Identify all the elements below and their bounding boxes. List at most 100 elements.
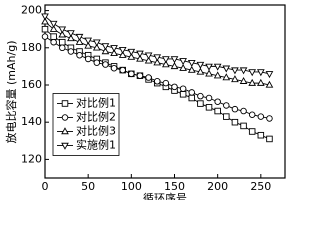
marker: [75, 37, 84, 45]
marker: [136, 72, 144, 79]
marker: [170, 62, 179, 70]
marker: [92, 39, 101, 47]
plot-frame: [44, 4, 286, 179]
marker: [231, 67, 239, 75]
marker: [92, 43, 101, 51]
marker: [248, 111, 256, 119]
marker: [214, 98, 221, 105]
marker: [265, 71, 274, 79]
x-tick-label: 250: [250, 180, 271, 193]
marker: [58, 30, 67, 38]
marker: [93, 59, 101, 66]
marker: [75, 33, 84, 41]
marker: [128, 70, 135, 78]
marker: [231, 118, 239, 126]
marker: [222, 73, 231, 81]
marker: [119, 66, 126, 74]
legend-marker: [61, 114, 69, 121]
marker: [49, 20, 58, 28]
marker: [205, 94, 213, 102]
marker: [196, 61, 205, 69]
marker: [205, 69, 213, 77]
x-tick-label: 150: [164, 180, 185, 193]
marker: [170, 56, 179, 64]
marker: [144, 52, 153, 60]
marker: [41, 17, 49, 25]
marker: [187, 59, 196, 67]
marker: [179, 91, 187, 98]
marker: [102, 61, 109, 68]
marker: [171, 83, 178, 91]
y-tick-label: 200: [21, 4, 42, 17]
marker: [266, 135, 273, 143]
marker: [153, 58, 162, 66]
marker: [67, 34, 75, 42]
marker: [223, 113, 230, 120]
marker: [197, 100, 204, 107]
marker: [127, 48, 136, 56]
marker: [76, 51, 83, 59]
marker: [248, 78, 257, 86]
marker: [222, 65, 231, 73]
legend-marker: [61, 100, 69, 107]
x-tick-label: 0: [42, 180, 49, 193]
marker: [59, 38, 66, 46]
marker: [266, 115, 273, 122]
marker: [50, 33, 57, 40]
marker: [162, 60, 170, 68]
marker: [118, 50, 127, 58]
marker: [265, 80, 274, 88]
marker: [110, 64, 118, 72]
legend-label: 对比例1: [76, 96, 116, 110]
legend-label: 实施例1: [76, 138, 116, 152]
marker: [41, 13, 49, 21]
marker: [110, 49, 118, 57]
y-tick-label: 180: [21, 41, 42, 54]
marker: [67, 30, 75, 38]
marker: [205, 104, 213, 111]
marker: [205, 63, 213, 71]
marker: [162, 56, 170, 64]
y-tick-label: 160: [21, 78, 42, 91]
marker: [213, 63, 222, 71]
marker: [188, 89, 196, 96]
marker: [257, 113, 265, 120]
marker: [231, 105, 239, 113]
marker: [110, 45, 118, 53]
marker: [179, 63, 187, 71]
marker: [118, 46, 127, 54]
marker: [256, 78, 265, 86]
marker: [214, 107, 221, 115]
marker: [84, 37, 93, 45]
marker: [153, 54, 162, 62]
marker: [41, 25, 49, 33]
marker: [248, 69, 257, 77]
marker: [153, 78, 161, 85]
marker: [127, 52, 136, 60]
marker: [257, 131, 265, 139]
marker: [144, 56, 153, 64]
marker: [240, 122, 247, 130]
legend-label: 对比例2: [76, 110, 116, 124]
marker: [58, 26, 67, 34]
marker: [213, 71, 222, 79]
page: {"chart_data": {"type": "line", "x_label…: [4, 3, 286, 205]
marker: [179, 58, 187, 66]
y-tick-label: 140: [21, 115, 42, 128]
marker: [256, 69, 265, 77]
marker: [49, 24, 58, 32]
marker: [248, 128, 256, 135]
legend-marker: [61, 142, 69, 150]
marker: [41, 33, 49, 40]
marker: [84, 55, 92, 63]
marker: [101, 43, 110, 51]
legend-label: 对比例3: [76, 124, 116, 138]
marker: [136, 54, 144, 62]
marker: [196, 67, 205, 75]
marker: [59, 44, 66, 52]
x-tick-label: 50: [81, 180, 95, 193]
marker: [197, 92, 204, 100]
marker: [101, 47, 110, 55]
marker: [239, 67, 248, 75]
